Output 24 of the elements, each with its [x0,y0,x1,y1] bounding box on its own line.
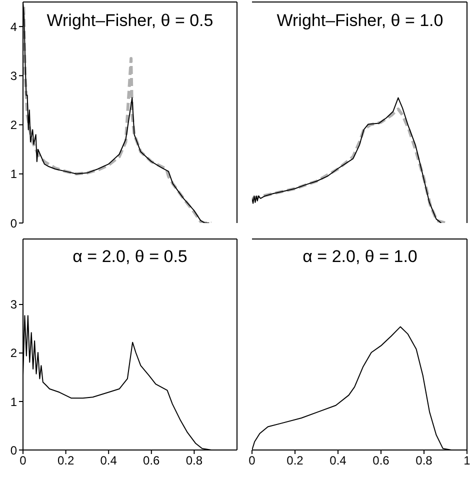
text: Wright–Fisher, θ = 1.0 [276,11,444,30]
y-tick-label: 4 [10,20,18,34]
x-tick-label: 0.8 [186,454,203,468]
x-tick-label: 0.2 [57,454,74,468]
x-tick-label: 1 [464,454,471,468]
x-tick-label: 0.2 [286,454,304,468]
x-tick-label: 0.4 [100,454,118,468]
x-tick-label: 0 [248,454,256,468]
x-tick-label: 0.4 [330,454,347,468]
y-tick-label: 3 [10,298,18,312]
x-tick-label: 0.8 [416,454,433,468]
y-tick-label: 1 [10,167,18,182]
y-tick-label: 2 [10,118,18,132]
text: Wright–Fisher, θ = 0.5 [46,11,214,30]
x-tick-label: 0.6 [372,454,390,468]
y-tick-label: 2 [10,346,18,360]
y-tick-label: 1 [10,394,18,409]
x-tick-label: 0.6 [143,454,160,468]
text: α = 2.0, θ = 0.5 [72,247,188,266]
x-tick-label: 0 [20,454,27,468]
y-tick-label: 0 [10,443,18,458]
y-tick-label: 0 [10,216,18,230]
text: α = 2.0, θ = 1.0 [302,247,418,266]
y-tick-label: 3 [10,68,18,83]
